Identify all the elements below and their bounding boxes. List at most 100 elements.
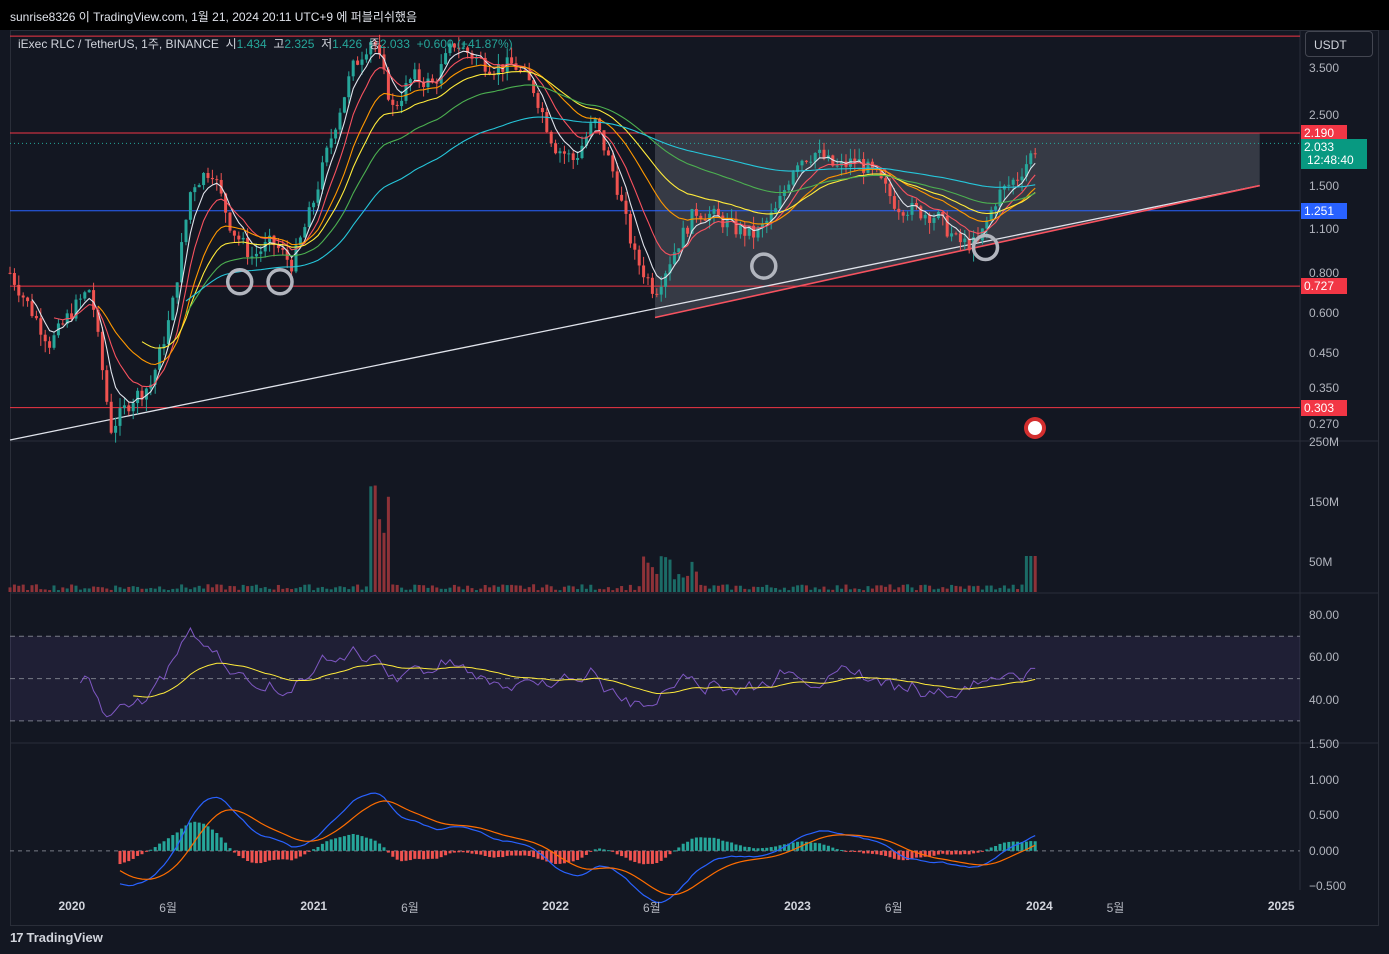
macd-histogram-bar [206, 826, 210, 851]
macd-axis-tick: 0.500 [1309, 808, 1340, 823]
volume-bar [800, 584, 804, 592]
low-value: 1.426 [332, 37, 363, 51]
volume-bar [281, 588, 285, 592]
attribution-bar: sunrise8326 이 TradingView.com, 1월 21, 20… [0, 0, 1389, 30]
macd-histogram-bar [567, 850, 571, 863]
candle-body [202, 173, 206, 186]
macd-histogram-bar [598, 848, 602, 851]
candle-body [246, 237, 250, 258]
volume-bar [144, 588, 148, 592]
volume-bar [690, 561, 694, 592]
candle-body [74, 299, 78, 319]
volume-bar [897, 587, 901, 592]
candle-body [734, 218, 738, 235]
candle-body [738, 225, 742, 235]
candle-body [303, 227, 307, 238]
price-axis-tick: 1.100 [1309, 221, 1340, 236]
volume-bar [461, 589, 465, 592]
volume-bar [1033, 556, 1037, 592]
volume-bar [470, 588, 474, 592]
candle-body [250, 256, 254, 258]
candle-body [378, 44, 382, 55]
volume-bar [615, 588, 619, 592]
macd-histogram-bar [699, 837, 703, 851]
volume-bar [518, 585, 522, 592]
volume-bar [342, 587, 346, 592]
macd-line [119, 792, 1036, 904]
volume-bar [417, 584, 421, 592]
macd-histogram-bar [831, 847, 835, 851]
macd-histogram-bar [545, 850, 549, 862]
candle-body [914, 203, 918, 207]
macd-axis-tick: 0.000 [1309, 843, 1340, 858]
volume-bar [228, 585, 232, 592]
currency-selector[interactable]: USDT [1305, 31, 1373, 57]
symbol-legend[interactable]: iExec RLC / TetherUS, 1주, BINANCE 시1.434… [18, 35, 513, 52]
price-axis-tick: 0.350 [1309, 380, 1340, 395]
macd-histogram-bar [444, 850, 448, 856]
volume-bar [452, 584, 456, 592]
volume-bar [364, 586, 368, 592]
volume-bar [664, 557, 668, 592]
volume-bar [224, 589, 228, 592]
macd-histogram-bar [1024, 841, 1028, 851]
macd-histogram-bar [1033, 841, 1037, 851]
candle-body [954, 233, 958, 235]
candle-body [800, 160, 804, 166]
volume-bar [884, 586, 888, 592]
candle-body [17, 284, 21, 296]
candle-body [52, 335, 56, 348]
price-tag: 2.033 [1301, 139, 1367, 170]
macd-histogram-bar [637, 850, 641, 864]
volume-bar [589, 584, 593, 592]
macd-histogram-bar [378, 843, 382, 851]
tradingview-brand[interactable]: 17 TradingView [10, 930, 103, 945]
candle-body [1029, 153, 1033, 165]
volume-bar [809, 589, 813, 592]
macd-histogram-bar [888, 850, 892, 858]
candle-body [364, 54, 368, 60]
volume-bar [694, 571, 698, 592]
moving-average-line [185, 116, 1036, 302]
macd-histogram-bar [395, 850, 399, 860]
candle-body [752, 225, 756, 238]
volume-bar [188, 589, 192, 592]
candle-body [664, 273, 668, 287]
volume-bar [474, 590, 478, 592]
volume-bar [391, 584, 395, 592]
moving-average-line [97, 64, 1036, 366]
volume-bar [857, 588, 861, 592]
macd-axis-tick: 1.500 [1309, 737, 1340, 751]
time-axis-tick: 2023 [784, 899, 811, 913]
volume-bar [202, 588, 206, 592]
candle-body [716, 208, 720, 216]
candle-body [140, 390, 144, 400]
candle-body [892, 196, 896, 209]
macd-histogram-bar [518, 850, 522, 856]
macd-histogram-bar [210, 829, 214, 851]
volume-bar [386, 496, 390, 592]
candle-body [241, 237, 245, 240]
volume-bar [180, 584, 184, 592]
chart-frame[interactable] [10, 30, 1379, 926]
candle-body [404, 83, 408, 101]
macd-histogram-bar [268, 850, 272, 861]
macd-histogram-bar [149, 849, 153, 851]
candle-body [329, 138, 333, 148]
candle-body [532, 80, 536, 94]
volume-bar [672, 579, 676, 592]
macd-histogram-bar [307, 850, 311, 852]
volume-bar [558, 590, 562, 592]
price-axis-tick: 3.500 [1309, 60, 1340, 75]
macd-histogram-bar [466, 850, 470, 853]
volume-bar [237, 589, 241, 592]
volume-bar [633, 589, 637, 592]
candle-body [567, 153, 571, 155]
macd-histogram-bar [435, 850, 439, 859]
volume-bar [127, 586, 131, 592]
volume-bar [976, 585, 980, 592]
macd-histogram-bar [593, 849, 597, 851]
macd-histogram-bar [290, 850, 294, 861]
candle-body [263, 242, 267, 252]
